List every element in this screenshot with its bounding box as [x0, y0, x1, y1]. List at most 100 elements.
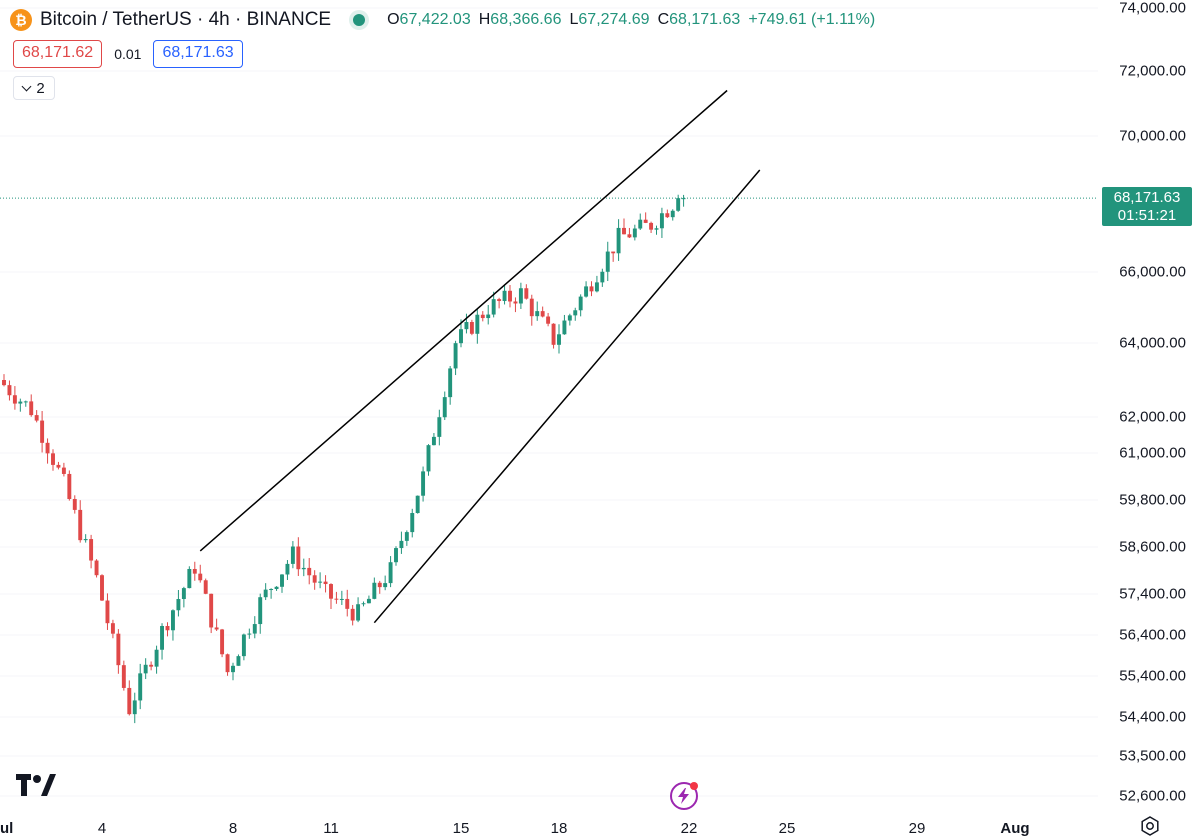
candle-body[interactable] — [475, 314, 480, 334]
candle-body[interactable] — [584, 286, 589, 297]
candle-body[interactable] — [290, 546, 295, 564]
candle-body[interactable] — [372, 582, 377, 599]
candle-body[interactable] — [100, 575, 104, 601]
candle-body[interactable] — [23, 401, 28, 403]
bitcoin-icon[interactable]: ₿ — [10, 9, 32, 31]
candle-body[interactable] — [160, 625, 165, 650]
candle-body[interactable] — [394, 548, 398, 563]
candle-body[interactable] — [269, 589, 274, 591]
candle-body[interactable] — [209, 593, 214, 628]
candle-body[interactable] — [89, 539, 94, 561]
candle-body[interactable] — [241, 634, 246, 657]
candle-body[interactable] — [127, 687, 132, 715]
candle-body[interactable] — [121, 665, 126, 688]
candle-body[interactable] — [491, 299, 496, 315]
candle-body[interactable] — [94, 560, 99, 576]
candle-body[interactable] — [665, 213, 670, 218]
candle-body[interactable] — [51, 453, 55, 465]
candle-body[interactable] — [643, 219, 648, 223]
candle-body[interactable] — [40, 420, 45, 443]
lower-channel-line[interactable] — [373, 169, 761, 624]
candlestick-chart[interactable] — [0, 0, 1098, 812]
candle-body[interactable] — [198, 573, 203, 581]
candle-body[interactable] — [18, 401, 23, 404]
candle-body[interactable] — [426, 445, 431, 472]
candle-body[interactable] — [486, 314, 491, 319]
candle-body[interactable] — [143, 664, 148, 674]
candle-body[interactable] — [116, 633, 121, 666]
candle-body[interactable] — [231, 665, 235, 673]
candle-body[interactable] — [567, 315, 572, 321]
candle-body[interactable] — [513, 301, 518, 304]
flash-icon[interactable] — [670, 782, 698, 810]
gear-icon[interactable] — [1140, 816, 1160, 836]
candle-body[interactable] — [377, 582, 382, 588]
candle-body[interactable] — [589, 286, 594, 292]
candle-body[interactable] — [280, 574, 284, 587]
candle-body[interactable] — [45, 442, 50, 454]
candle-body[interactable] — [110, 623, 115, 634]
candle-body[interactable] — [573, 310, 578, 316]
candle-body[interactable] — [29, 401, 34, 416]
candle-body[interactable] — [535, 311, 540, 317]
candle-body[interactable] — [415, 495, 420, 514]
candle-body[interactable] — [138, 673, 143, 701]
candle-body[interactable] — [149, 664, 154, 667]
candle-body[interactable] — [518, 288, 523, 304]
candle-body[interactable] — [192, 568, 197, 574]
candle-body[interactable] — [431, 436, 436, 446]
candle-body[interactable] — [7, 385, 12, 396]
candle-body[interactable] — [508, 290, 512, 302]
upper-channel-line[interactable] — [199, 89, 728, 552]
candle-body[interactable] — [301, 567, 306, 570]
candle-body[interactable] — [263, 589, 268, 598]
candle-body[interactable] — [78, 509, 83, 541]
candle-body[interactable] — [34, 415, 39, 421]
candle-body[interactable] — [388, 562, 393, 584]
candle-body[interactable] — [225, 654, 230, 673]
candle-body[interactable] — [187, 568, 192, 589]
candle-body[interactable] — [670, 210, 675, 218]
candle-body[interactable] — [681, 198, 686, 200]
candle-body[interactable] — [594, 282, 599, 292]
candle-body[interactable] — [350, 608, 355, 621]
candle-body[interactable] — [529, 298, 534, 317]
candle-body[interactable] — [154, 649, 159, 667]
chart-pane[interactable] — [0, 0, 1098, 812]
candle-body[interactable] — [383, 583, 388, 588]
candle-body[interactable] — [600, 271, 605, 283]
candle-body[interactable] — [345, 598, 350, 609]
candle-body[interactable] — [274, 586, 279, 590]
candle-body[interactable] — [632, 228, 637, 238]
sell-button[interactable]: 68,171.62 — [13, 40, 103, 68]
candle-body[interactable] — [605, 251, 610, 272]
indicators-toggle-button[interactable]: 2 — [13, 76, 55, 100]
candle-body[interactable] — [356, 604, 361, 621]
candle-body[interactable] — [659, 213, 664, 229]
candle-body[interactable] — [252, 624, 257, 634]
candle-body[interactable] — [469, 321, 474, 334]
candle-body[interactable] — [611, 251, 616, 254]
candle-body[interactable] — [616, 227, 621, 254]
candle-body[interactable] — [307, 567, 312, 576]
candle-body[interactable] — [404, 532, 409, 541]
candle-body[interactable] — [410, 513, 415, 533]
candle-body[interactable] — [459, 329, 463, 344]
candle-body[interactable] — [649, 222, 654, 230]
candle-body[interactable] — [312, 575, 317, 583]
candle-body[interactable] — [562, 320, 567, 335]
candle-body[interactable] — [72, 498, 77, 510]
candle-body[interactable] — [622, 227, 626, 235]
candle-body[interactable] — [247, 633, 252, 635]
candle-body[interactable] — [334, 598, 339, 600]
candle-body[interactable] — [67, 473, 72, 499]
candle-body[interactable] — [557, 334, 561, 345]
candle-body[interactable] — [61, 467, 66, 474]
candle-body[interactable] — [551, 323, 556, 345]
candle-body[interactable] — [12, 395, 17, 404]
candle-body[interactable] — [366, 598, 371, 604]
candle-body[interactable] — [2, 380, 6, 386]
tradingview-logo[interactable] — [16, 772, 56, 798]
candle-body[interactable] — [214, 627, 219, 630]
candle-body[interactable] — [105, 600, 110, 624]
